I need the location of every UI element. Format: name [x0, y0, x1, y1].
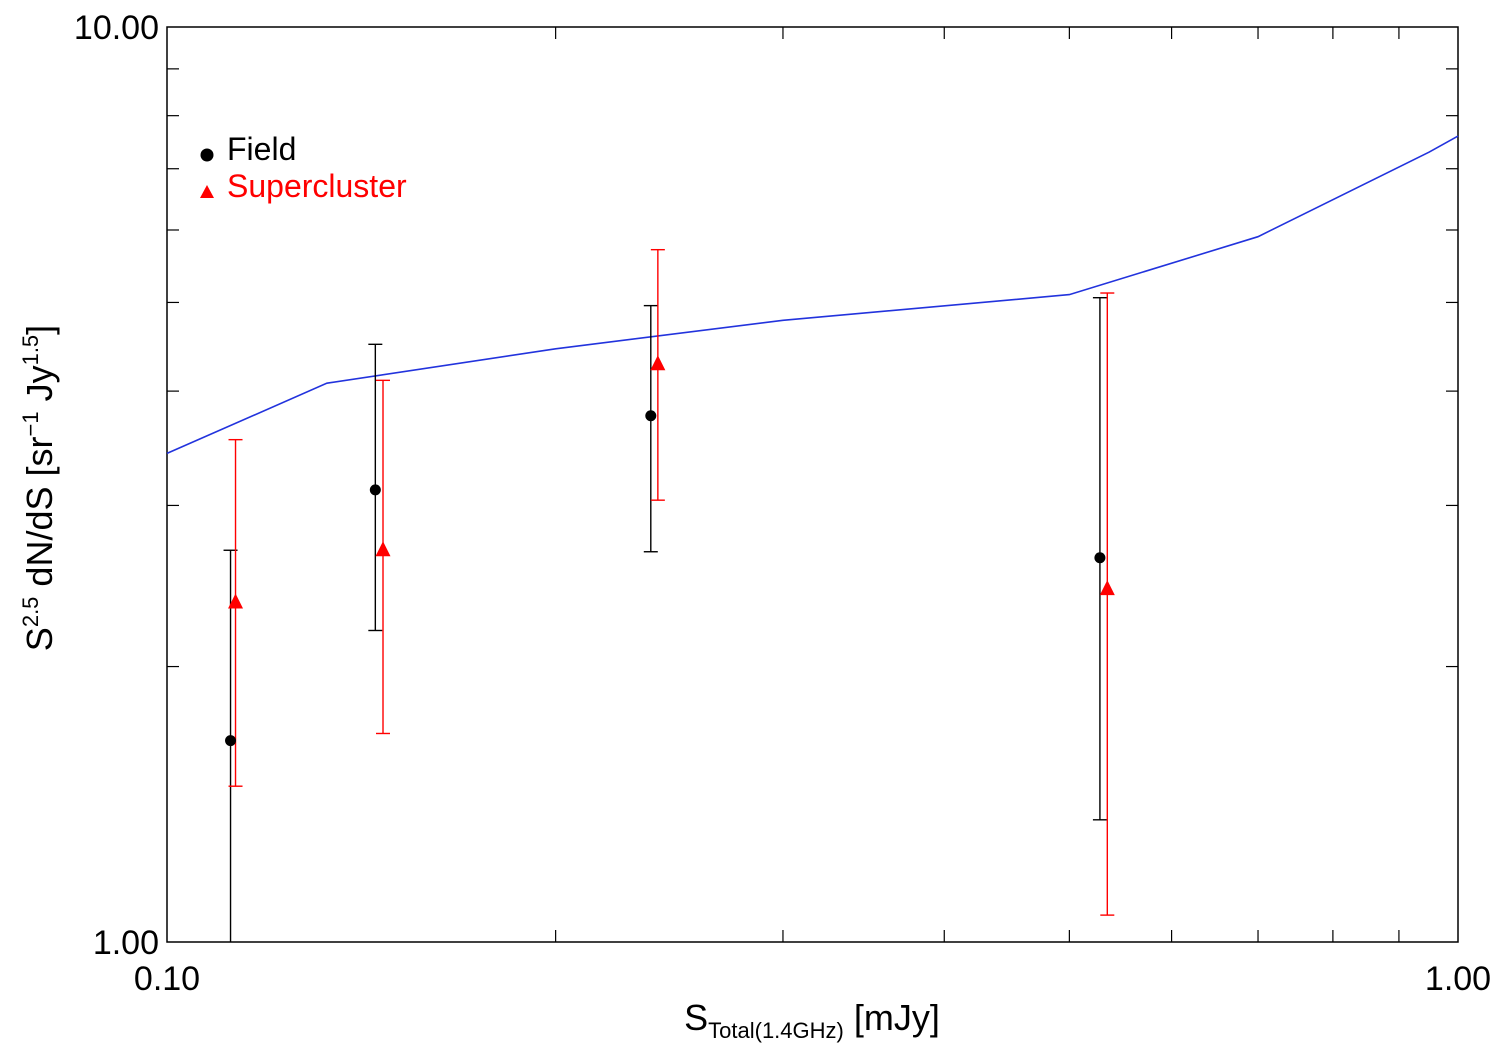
legend: Field Supercluster: [200, 131, 407, 204]
x-axis-label-base: S: [684, 997, 708, 1038]
legend-field-label: Field: [227, 131, 296, 167]
plot-area: [166, 26, 1459, 943]
x-axis-label-unit: [mJy]: [854, 997, 940, 1038]
model-curve-layer: [166, 135, 1459, 455]
model-curve: [166, 135, 1459, 455]
field-point: [1094, 552, 1106, 564]
y-tick-label: 10.00: [74, 9, 159, 47]
y-axis-label-sup1: 2.5: [18, 597, 43, 628]
minor-ticks: [167, 27, 1458, 942]
supercluster-point: [228, 593, 244, 609]
x-tick-label: 1.00: [1425, 960, 1491, 998]
y-axis-label-mid: dN/dS [sr: [19, 437, 60, 597]
field-point: [645, 410, 657, 422]
x-tick-label: 0.10: [134, 960, 200, 998]
y-axis-label-mid2: Jy: [19, 365, 60, 411]
y-axis-label-sup3: 1.5: [18, 335, 43, 366]
y-axis-label-base: S: [19, 627, 60, 651]
legend-supercluster-marker: [200, 185, 214, 198]
y-tick-label: 1.00: [93, 924, 159, 962]
x-axis-label-subscript: Total(1.4GHz): [708, 1018, 844, 1043]
field-point: [225, 735, 237, 747]
legend-supercluster-label: Supercluster: [227, 168, 407, 204]
supercluster-point: [375, 541, 391, 557]
data-markers: [225, 355, 1115, 747]
supercluster-point: [650, 355, 666, 371]
supercluster-point: [1099, 580, 1115, 596]
y-axis-label: S2.5 dN/dS [sr−1 Jy1.5]: [18, 325, 60, 651]
x-axis-label: STotal(1.4GHz) [mJy]: [684, 997, 940, 1043]
y-axis-label-sup2: −1: [18, 411, 43, 436]
field-point: [369, 484, 381, 496]
legend-field-marker: [200, 148, 214, 162]
y-axis-label-end: ]: [19, 325, 60, 335]
error-bars: [223, 248, 1115, 942]
